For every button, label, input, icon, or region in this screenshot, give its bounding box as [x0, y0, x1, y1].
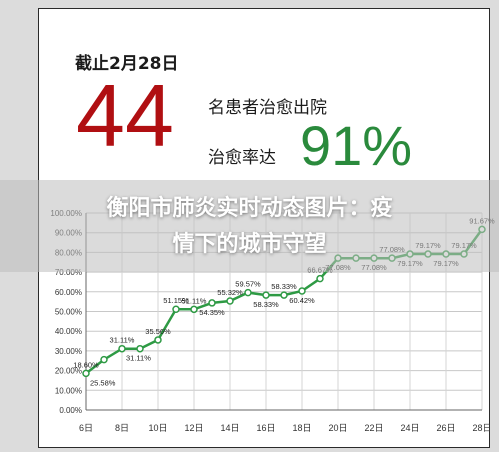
data-label: 31.11% — [110, 336, 135, 345]
data-point — [82, 369, 90, 378]
banner-title-line2: 情下的城市守望 — [172, 232, 327, 257]
y-tick-label: 40.00% — [55, 327, 82, 336]
cured-label: 名患者治愈出院 — [208, 98, 327, 118]
data-point — [226, 297, 234, 305]
data-point — [244, 288, 252, 297]
x-tick-label: 20日 — [328, 423, 347, 433]
data-label: 58.33% — [253, 300, 279, 309]
data-label: 54.35% — [199, 308, 225, 317]
y-tick-label: 0.00% — [59, 406, 82, 415]
y-tick-label: 60.00% — [55, 288, 82, 297]
data-point — [316, 274, 324, 283]
data-point — [118, 344, 126, 353]
data-label: 25.58% — [90, 378, 116, 387]
cure-rate-value: 91% — [300, 114, 413, 177]
y-tick-label: 70.00% — [55, 268, 82, 277]
rate-label: 治愈率达 — [208, 148, 276, 168]
data-label: 51.15% — [163, 296, 189, 305]
data-point — [280, 291, 288, 299]
x-tick-label: 12日 — [184, 423, 203, 433]
x-tick-label: 26日 — [436, 423, 455, 433]
x-tick-label: 10日 — [148, 423, 167, 433]
data-point — [100, 355, 108, 364]
date-caption: 截止2月28日 — [75, 54, 179, 74]
data-point — [298, 287, 306, 295]
x-tick-label: 14日 — [220, 423, 239, 433]
x-tick-label: 16日 — [256, 423, 275, 433]
x-tick-label: 22日 — [364, 423, 383, 433]
y-tick-label: 20.00% — [55, 367, 82, 376]
data-label: 35.56% — [145, 327, 171, 336]
data-point — [154, 336, 162, 344]
banner-title-line1: 衡阳市肺炎实时动态图片：疫 — [106, 196, 393, 221]
data-label: 31.11% — [126, 354, 151, 363]
data-point — [208, 299, 216, 307]
data-label: 58.33% — [271, 282, 297, 291]
x-tick-label: 18日 — [292, 423, 311, 433]
y-tick-label: 10.00% — [55, 386, 82, 395]
data-label: 18.60% — [73, 360, 99, 369]
x-tick-label: 8日 — [115, 423, 129, 433]
y-tick-label: 30.00% — [55, 347, 82, 356]
data-point — [262, 291, 270, 299]
cured-count: 44 — [76, 66, 174, 165]
data-label: 60.42% — [289, 296, 315, 305]
data-point — [172, 305, 180, 313]
x-tick-label: 6日 — [79, 423, 93, 433]
data-label: 55.32% — [217, 288, 243, 297]
data-point — [190, 305, 198, 314]
data-point — [136, 344, 144, 353]
title-banner — [0, 180, 499, 272]
data-label: 51.11% — [182, 296, 207, 305]
x-tick-label: 28日 — [472, 423, 491, 433]
y-tick-label: 50.00% — [55, 308, 82, 317]
data-label: 59.57% — [235, 280, 261, 289]
x-tick-label: 24日 — [400, 423, 419, 433]
